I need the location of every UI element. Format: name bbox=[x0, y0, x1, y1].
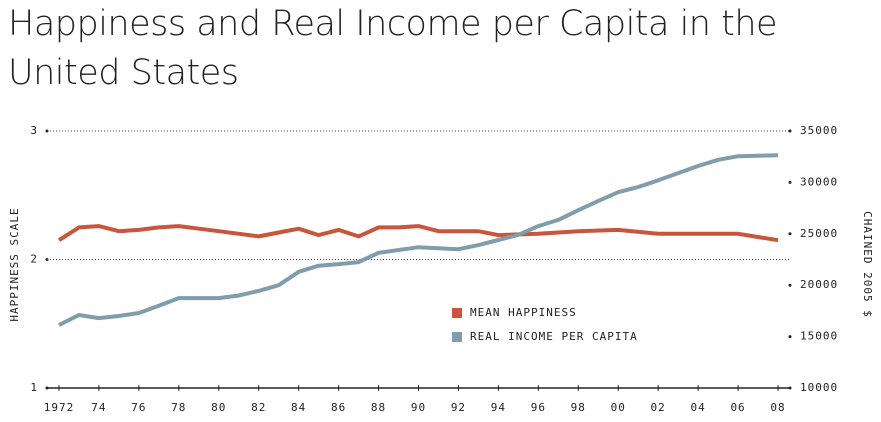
y2-tick-label: 20000 bbox=[800, 278, 838, 291]
x-tick-label: 08 bbox=[770, 401, 785, 414]
y-tick-label: 3 bbox=[30, 124, 38, 137]
x-tick-label: 1972 bbox=[44, 401, 75, 414]
legend-label: REAL INCOME PER CAPITA bbox=[470, 330, 638, 343]
x-tick-label: 88 bbox=[371, 401, 386, 414]
y2-tick-label: 15000 bbox=[800, 330, 838, 343]
legend-swatch bbox=[452, 308, 462, 318]
x-tick-label: 92 bbox=[451, 401, 466, 414]
legend-swatch bbox=[452, 332, 462, 342]
x-tick-label: 96 bbox=[531, 401, 546, 414]
x-tick-label: 76 bbox=[131, 401, 146, 414]
y2-tick-label: 30000 bbox=[800, 175, 838, 188]
y2-tick-mark bbox=[788, 180, 792, 184]
y2-tick-mark bbox=[788, 129, 792, 133]
legend-label: MEAN HAPPINESS bbox=[470, 306, 577, 319]
y2-axis-label: CHAINED 2005 $ bbox=[861, 211, 874, 318]
x-tick-label: 94 bbox=[491, 401, 506, 414]
x-tick-label: 86 bbox=[331, 401, 346, 414]
x-tick-label: 82 bbox=[251, 401, 266, 414]
series-line bbox=[58, 153, 779, 327]
chart-title: Happiness and Real Income per Capita in … bbox=[8, 4, 778, 93]
x-tick-label: 06 bbox=[730, 401, 745, 414]
y-axis-label: HAPPINESS SCALE bbox=[8, 207, 21, 321]
x-tick-label: 84 bbox=[291, 401, 306, 414]
x-tick-label: 80 bbox=[211, 401, 226, 414]
x-tick-label: 90 bbox=[411, 401, 426, 414]
x-tick-label: 02 bbox=[651, 401, 666, 414]
x-tick-label: 00 bbox=[611, 401, 626, 414]
series-line bbox=[57, 224, 779, 243]
y2-tick-label: 35000 bbox=[800, 124, 838, 137]
y2-tick-mark bbox=[788, 335, 792, 339]
x-tick-label: 74 bbox=[91, 401, 106, 414]
x-tick-label: 98 bbox=[571, 401, 586, 414]
y-tick-label: 2 bbox=[30, 253, 38, 266]
y-tick-label: 1 bbox=[30, 381, 38, 394]
x-tick-label: 78 bbox=[171, 401, 186, 414]
y2-tick-label: 10000 bbox=[800, 381, 838, 394]
y2-tick-mark bbox=[788, 283, 792, 287]
x-tick-label: 04 bbox=[690, 401, 705, 414]
y2-tick-mark bbox=[788, 232, 792, 236]
y2-tick-label: 25000 bbox=[800, 227, 838, 240]
